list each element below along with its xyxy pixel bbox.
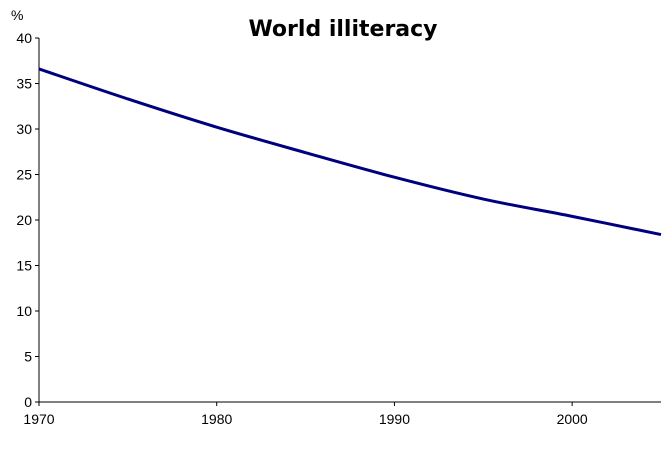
series-layer <box>38 67 662 237</box>
y-tick-label: 25 <box>16 167 32 183</box>
y-tick-label: 30 <box>16 121 32 137</box>
y-tick-label: 10 <box>16 303 32 319</box>
y-tick-label: 15 <box>16 258 32 274</box>
tick-labels: 0 5 10 15 20 25 30 35 40 1970 1980 1990 2000 <box>16 30 588 427</box>
axes <box>35 37 661 406</box>
y-axis-unit-label: % <box>11 7 23 23</box>
series-line <box>38 67 662 237</box>
y-tick-label: 40 <box>16 30 32 46</box>
y-tick-label: 5 <box>24 349 32 365</box>
x-tick-label: 2000 <box>557 411 588 427</box>
chart-title: World illiteracy <box>248 17 437 42</box>
y-tick-label: 0 <box>24 394 32 410</box>
y-tick-label: 20 <box>16 212 32 228</box>
x-tick-label: 1970 <box>23 411 54 427</box>
x-tick-label: 1990 <box>379 411 410 427</box>
y-tick-label: 35 <box>16 76 32 92</box>
x-tick-label: 1980 <box>201 411 232 427</box>
